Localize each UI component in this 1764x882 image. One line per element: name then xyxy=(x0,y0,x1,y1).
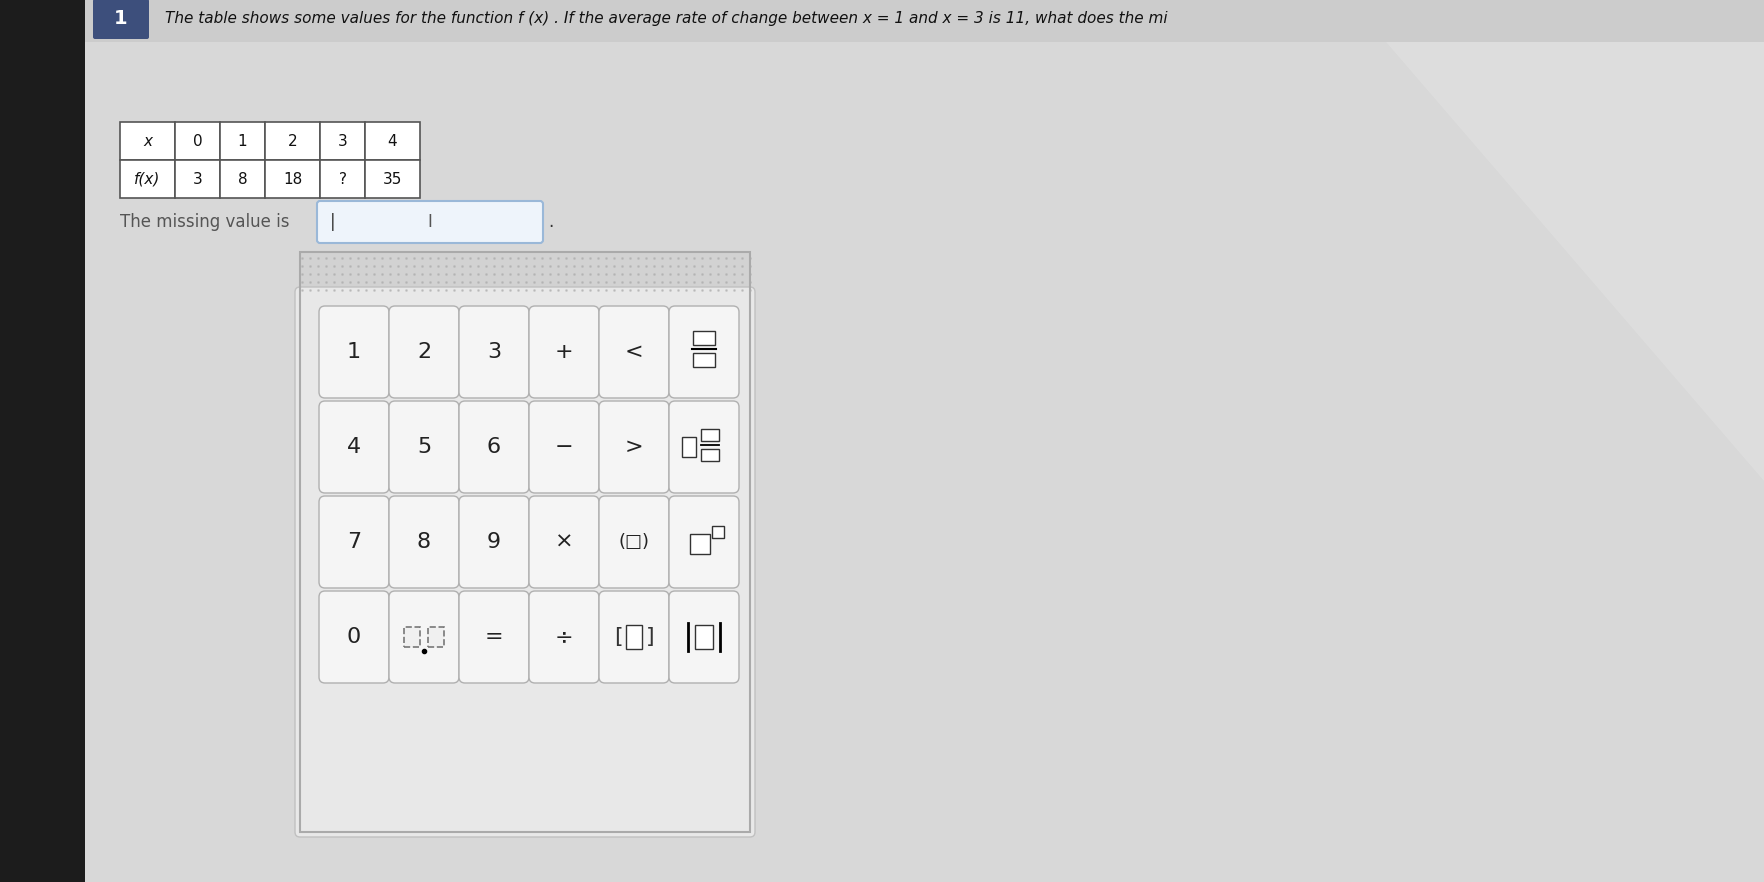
Bar xyxy=(681,437,695,457)
Text: 2: 2 xyxy=(288,133,296,148)
Text: 9: 9 xyxy=(487,532,501,552)
Bar xyxy=(120,160,175,198)
Text: <: < xyxy=(624,342,642,362)
FancyBboxPatch shape xyxy=(598,306,669,398)
Text: The table shows some values for the function f (x) . If the average rate of chan: The table shows some values for the func… xyxy=(164,11,1168,26)
Bar xyxy=(175,122,220,160)
FancyBboxPatch shape xyxy=(319,591,388,683)
Bar xyxy=(319,122,365,160)
Bar xyxy=(300,252,750,832)
Polygon shape xyxy=(0,0,131,882)
Bar xyxy=(265,122,319,160)
Bar xyxy=(404,627,420,647)
Text: =: = xyxy=(485,627,503,647)
Bar xyxy=(300,252,750,292)
Text: ×: × xyxy=(554,532,573,552)
Text: 18: 18 xyxy=(282,171,302,186)
Text: [: [ xyxy=(614,627,623,647)
FancyBboxPatch shape xyxy=(93,0,148,39)
FancyBboxPatch shape xyxy=(598,496,669,588)
FancyBboxPatch shape xyxy=(388,401,459,493)
Text: 7: 7 xyxy=(348,532,362,552)
Text: 1: 1 xyxy=(115,10,127,28)
FancyBboxPatch shape xyxy=(459,496,529,588)
Text: >: > xyxy=(624,437,642,457)
FancyBboxPatch shape xyxy=(295,287,755,837)
Bar xyxy=(693,331,714,345)
Text: ]: ] xyxy=(646,627,654,647)
Bar xyxy=(626,625,642,649)
Bar xyxy=(700,449,718,461)
FancyBboxPatch shape xyxy=(319,496,388,588)
Text: 6: 6 xyxy=(487,437,501,457)
Bar xyxy=(120,122,175,160)
Text: f(x): f(x) xyxy=(134,171,161,186)
FancyBboxPatch shape xyxy=(388,306,459,398)
Text: 5: 5 xyxy=(416,437,430,457)
Text: +: + xyxy=(554,342,573,362)
FancyBboxPatch shape xyxy=(319,306,388,398)
FancyBboxPatch shape xyxy=(529,591,598,683)
Text: I: I xyxy=(427,213,432,231)
Text: The missing value is: The missing value is xyxy=(120,213,289,231)
Text: −: − xyxy=(554,437,573,457)
Text: ÷: ÷ xyxy=(554,627,573,647)
Bar xyxy=(711,526,723,538)
Bar xyxy=(365,160,420,198)
Text: x: x xyxy=(143,133,152,148)
FancyBboxPatch shape xyxy=(529,401,598,493)
Bar xyxy=(690,534,709,554)
FancyBboxPatch shape xyxy=(669,591,739,683)
Text: ?: ? xyxy=(339,171,346,186)
FancyBboxPatch shape xyxy=(529,496,598,588)
Bar xyxy=(365,122,420,160)
FancyBboxPatch shape xyxy=(319,401,388,493)
Text: 8: 8 xyxy=(416,532,430,552)
Text: 1: 1 xyxy=(348,342,362,362)
Polygon shape xyxy=(85,0,1764,882)
Text: .: . xyxy=(547,213,552,231)
FancyBboxPatch shape xyxy=(388,591,459,683)
FancyBboxPatch shape xyxy=(529,306,598,398)
Bar xyxy=(85,0,1764,42)
Text: 4: 4 xyxy=(388,133,397,148)
Text: (□): (□) xyxy=(617,533,649,551)
FancyBboxPatch shape xyxy=(598,591,669,683)
FancyBboxPatch shape xyxy=(459,306,529,398)
Text: 3: 3 xyxy=(337,133,348,148)
FancyBboxPatch shape xyxy=(318,201,543,243)
FancyBboxPatch shape xyxy=(669,306,739,398)
FancyBboxPatch shape xyxy=(388,496,459,588)
Bar xyxy=(220,122,265,160)
FancyBboxPatch shape xyxy=(459,401,529,493)
Bar xyxy=(319,160,365,198)
FancyBboxPatch shape xyxy=(598,401,669,493)
Bar xyxy=(220,160,265,198)
Text: 0: 0 xyxy=(348,627,362,647)
Polygon shape xyxy=(1349,0,1764,482)
FancyBboxPatch shape xyxy=(669,401,739,493)
FancyBboxPatch shape xyxy=(669,496,739,588)
Text: 1: 1 xyxy=(238,133,247,148)
Text: 3: 3 xyxy=(192,171,203,186)
Bar xyxy=(265,160,319,198)
Bar xyxy=(175,160,220,198)
Text: 3: 3 xyxy=(487,342,501,362)
Bar xyxy=(427,627,445,647)
Text: 35: 35 xyxy=(383,171,402,186)
Text: 0: 0 xyxy=(192,133,203,148)
Bar xyxy=(700,429,718,441)
FancyBboxPatch shape xyxy=(459,591,529,683)
Bar xyxy=(695,625,713,649)
Text: 2: 2 xyxy=(416,342,430,362)
Text: 4: 4 xyxy=(348,437,362,457)
Text: 8: 8 xyxy=(238,171,247,186)
Bar xyxy=(693,353,714,367)
Text: |: | xyxy=(330,213,335,231)
